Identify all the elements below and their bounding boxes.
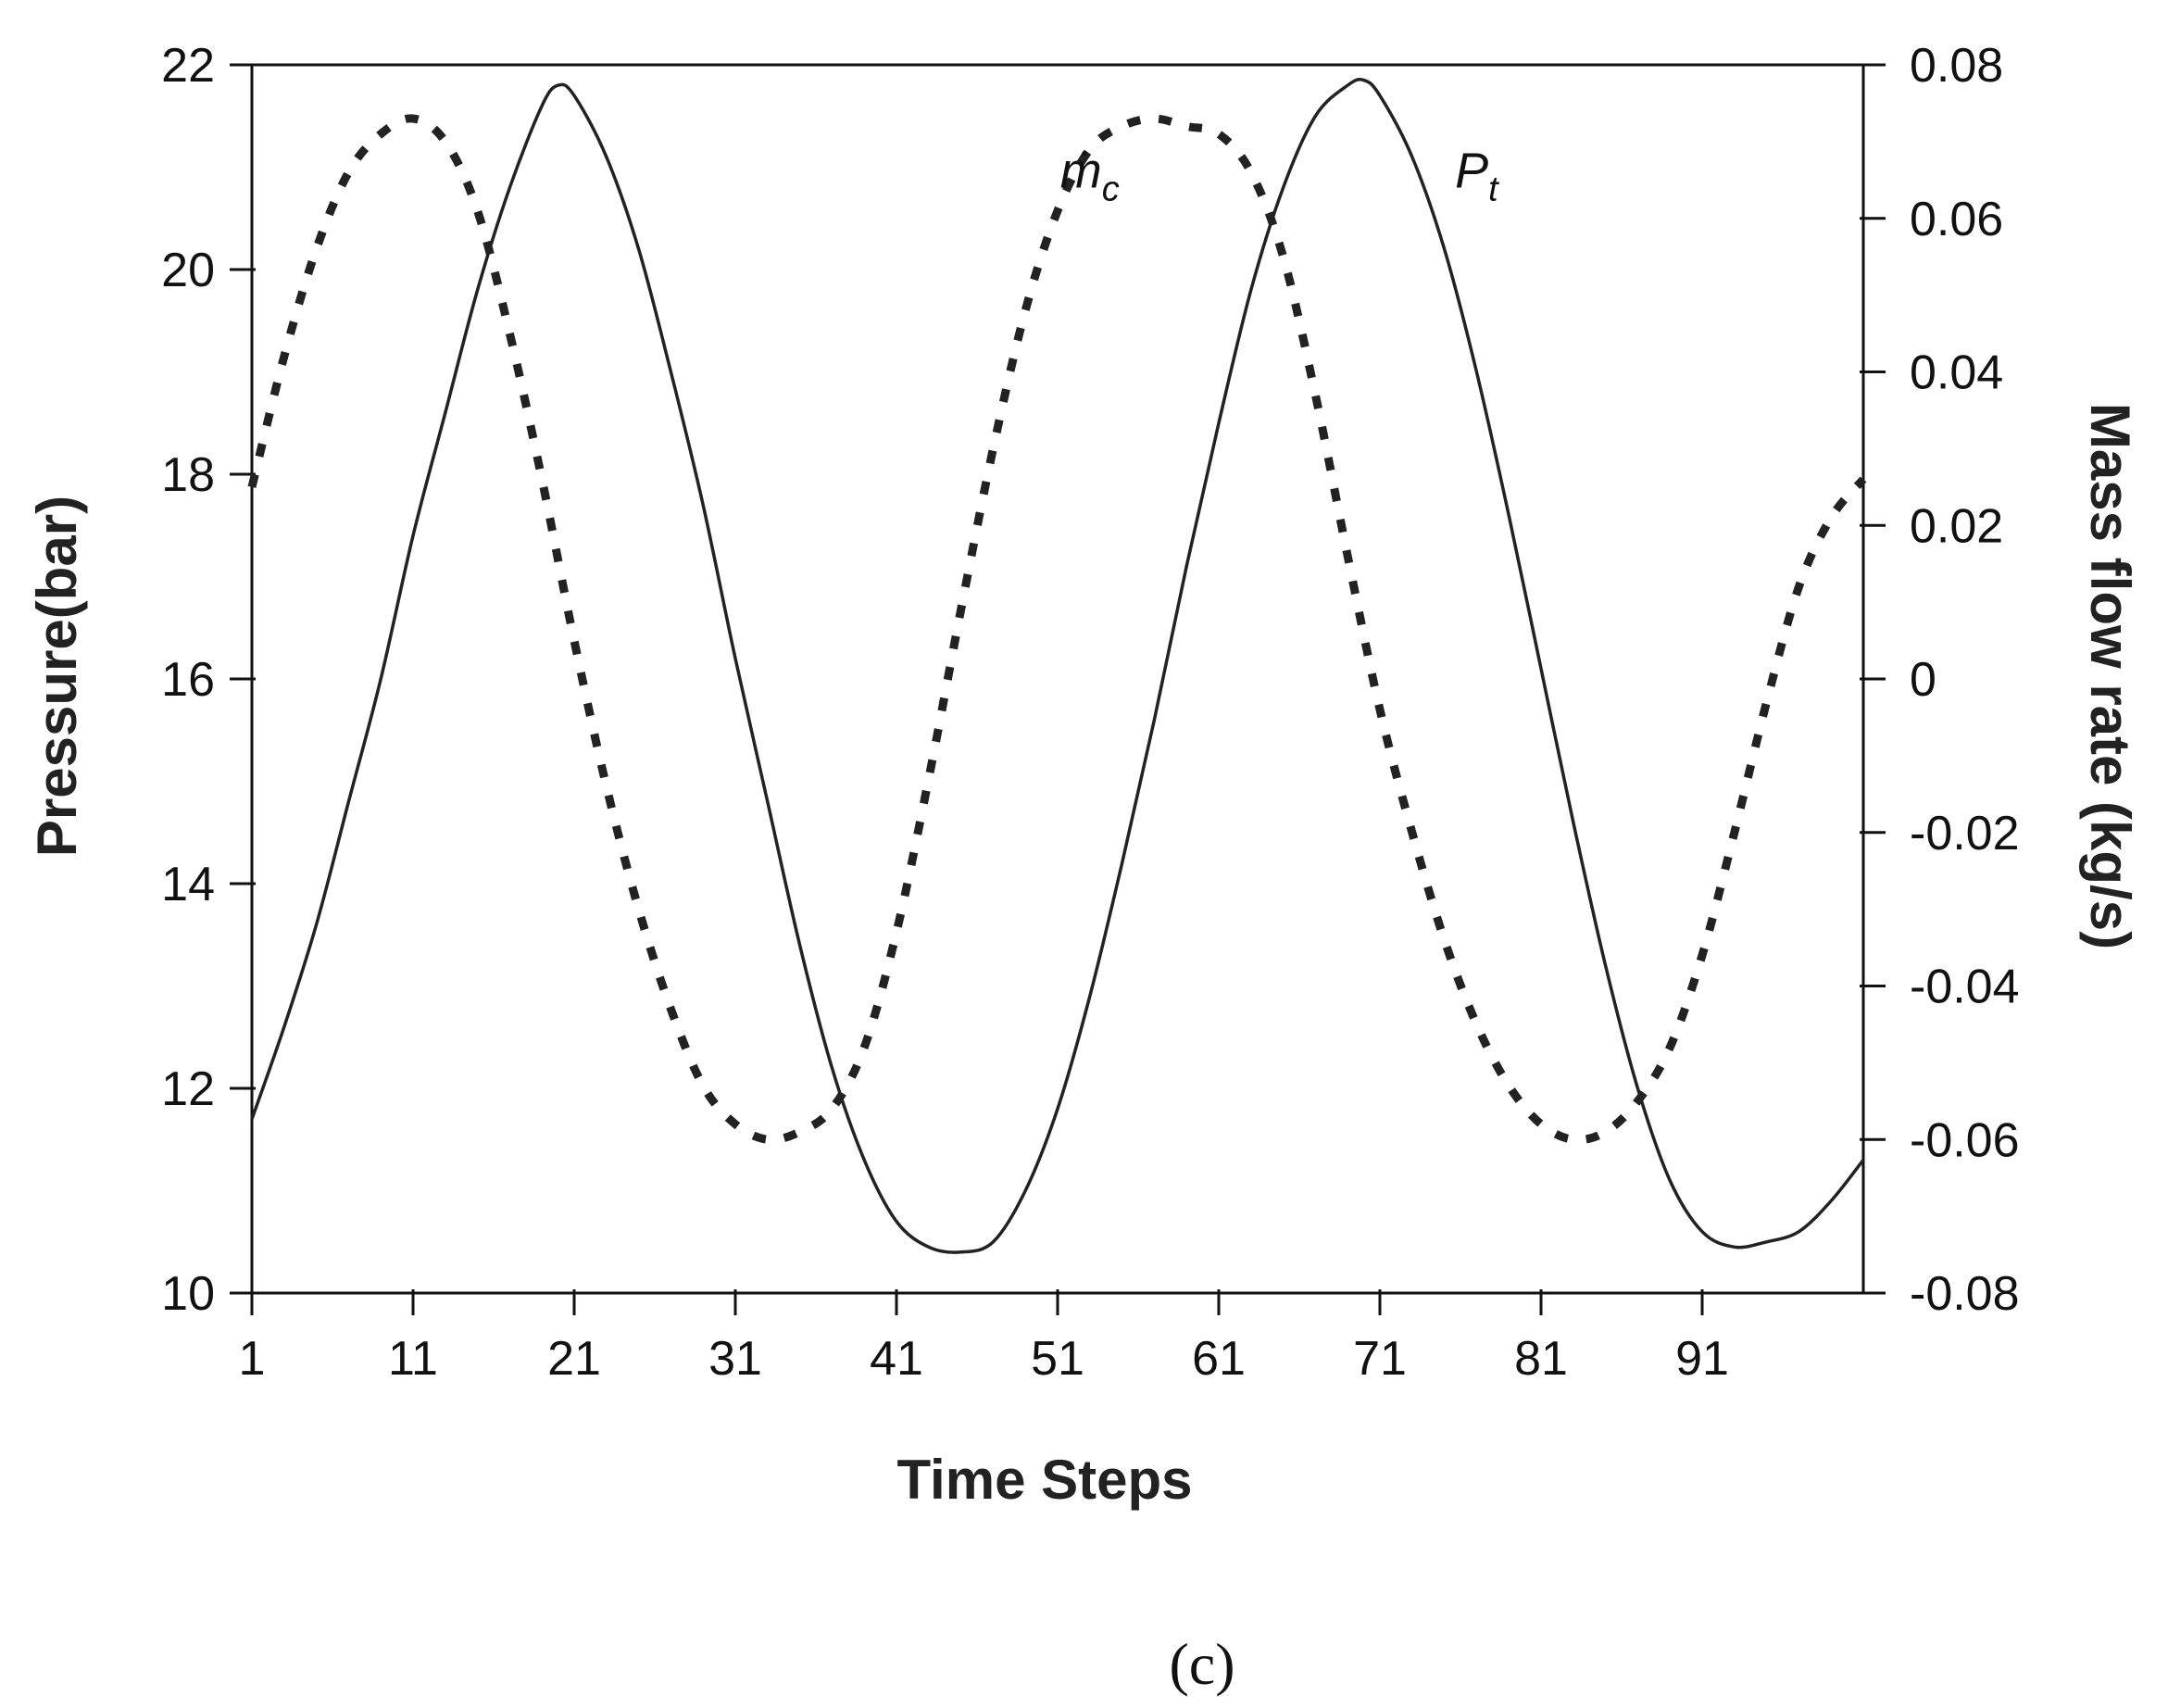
annotation-layer: ṁc Pt	[1060, 144, 1499, 209]
left-y-tick-label: 12	[161, 1062, 215, 1116]
right-y-axis-ticks: -0.08 -0.06 -0.04 -0.02 0 0.02 0.04 0.06 0.08	[1860, 39, 2020, 1321]
x-tick-label: 81	[1514, 1332, 1568, 1386]
right-y-tick-label: 0.06	[1910, 193, 2003, 246]
x-tick-label: 71	[1353, 1332, 1407, 1386]
left-y-axis-title: Pressure(bar)	[26, 496, 88, 857]
right-y-tick-label: -0.06	[1910, 1113, 2020, 1167]
mass-flow-rate-line	[247, 114, 1867, 1145]
x-tick-label: 41	[870, 1332, 923, 1386]
right-y-tick-label: 0	[1910, 653, 1936, 707]
x-tick-label: 21	[547, 1332, 601, 1386]
x-tick-label: 61	[1192, 1332, 1246, 1386]
right-y-tick-label: 0.02	[1910, 499, 2003, 553]
left-y-tick-label: 20	[161, 244, 215, 297]
x-tick-label: 31	[708, 1332, 762, 1386]
right-y-axis-title: Mass flow rate (kg/s)	[2079, 403, 2141, 949]
x-tick-label: 11	[388, 1332, 438, 1386]
left-y-tick-label: 18	[161, 448, 215, 502]
x-tick-label: 1	[239, 1332, 266, 1386]
series-layer	[247, 78, 1867, 1254]
series-annotation-label: Pt	[1455, 144, 1499, 209]
left-y-tick-label: 22	[161, 39, 215, 93]
x-axis-ticks: 1 11 21 31 41 51 61 71 81 91	[239, 1289, 1729, 1386]
left-y-tick-label: 16	[161, 653, 215, 707]
left-y-axis-ticks: 10 12 14 16 18 20 22	[161, 39, 256, 1321]
pressure-line	[250, 78, 1865, 1254]
left-y-tick-label: 10	[161, 1267, 215, 1321]
x-axis-title: Time Steps	[896, 1449, 1192, 1511]
right-y-tick-label: 0.04	[1910, 346, 2003, 400]
left-y-tick-label: 14	[161, 858, 215, 911]
right-y-tick-label: -0.02	[1910, 807, 2020, 860]
x-tick-label: 51	[1031, 1332, 1084, 1386]
series-annotation-label: ṁc	[1060, 144, 1120, 209]
figure-caption: (c)	[1169, 1631, 1234, 1697]
right-y-tick-label: 0.08	[1910, 39, 2003, 93]
right-y-tick-label: -0.08	[1910, 1267, 2020, 1321]
x-tick-label: 91	[1675, 1332, 1729, 1386]
right-y-tick-label: -0.04	[1910, 961, 2020, 1014]
